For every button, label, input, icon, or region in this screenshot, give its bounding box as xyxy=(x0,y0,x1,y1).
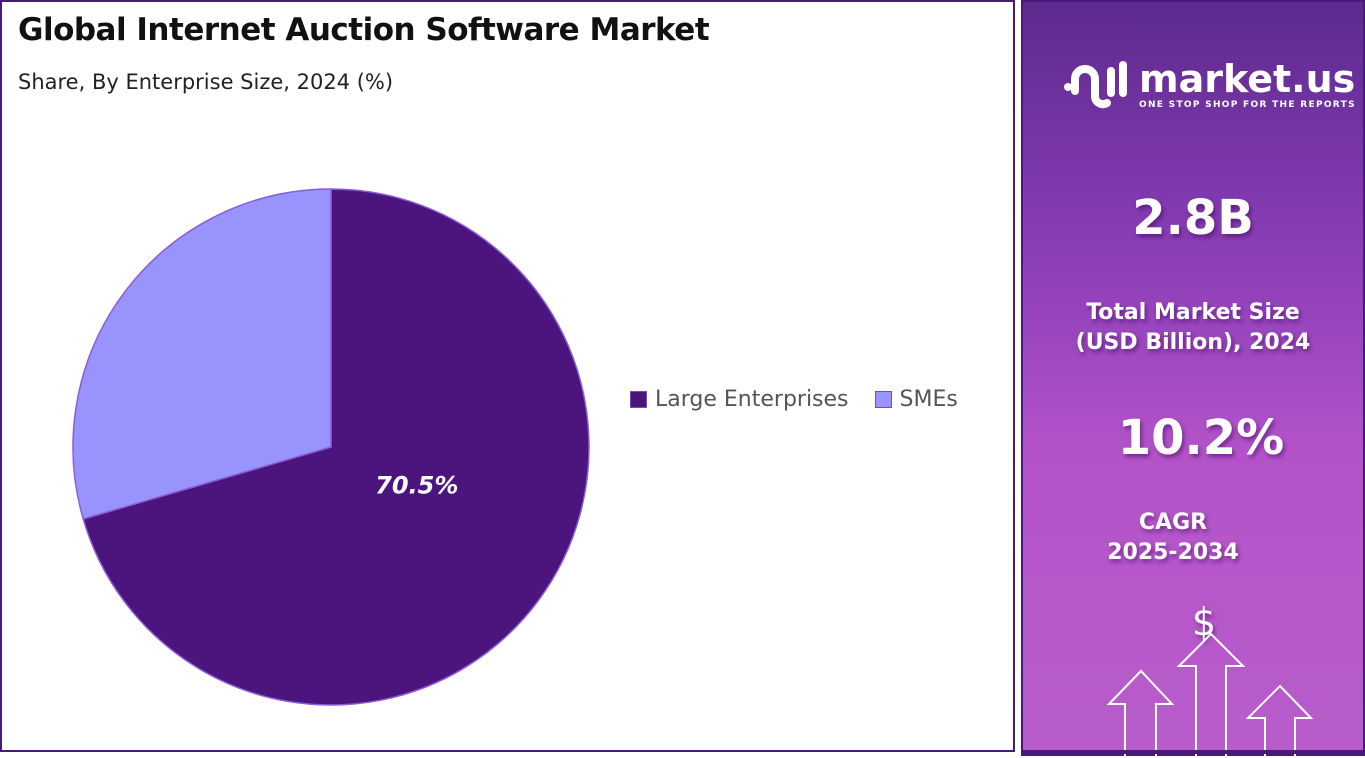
market-size-label-2: (USD Billion), 2024 xyxy=(1075,330,1311,355)
legend-label: SMEs xyxy=(899,387,958,412)
pie-chart: 70.5% xyxy=(72,188,590,706)
chart-panel: Global Internet Auction Software Market … xyxy=(0,0,1015,752)
legend: Large Enterprises SMEs xyxy=(630,387,984,412)
market-size-value: 2.8B xyxy=(1132,190,1254,246)
growth-arrows-icon xyxy=(1106,632,1314,758)
pie-slice-large-enterprises[interactable] xyxy=(82,188,590,706)
cagr-value: 10.2% xyxy=(1117,410,1285,466)
bottom-bar xyxy=(1023,750,1363,754)
chart-title: Global Internet Auction Software Market xyxy=(18,12,710,48)
legend-swatch xyxy=(874,391,892,408)
legend-item-smes[interactable]: SMEs xyxy=(874,387,958,412)
cagr-label: CAGR xyxy=(1138,510,1208,535)
legend-label: Large Enterprises xyxy=(655,387,849,412)
cagr-years: 2025-2034 xyxy=(1107,540,1239,565)
brand-tagline: ONE STOP SHOP FOR THE REPORTS xyxy=(1139,100,1356,110)
legend-swatch xyxy=(630,391,647,408)
legend-item-large-enterprises[interactable]: Large Enterprises xyxy=(630,387,849,412)
summary-panel: market.us ONE STOP SHOP FOR THE REPORTS … xyxy=(1021,0,1365,758)
data-label: 70.5% xyxy=(375,471,458,499)
dollar-icon: $ xyxy=(1191,600,1217,644)
logo-icon xyxy=(1064,61,1127,109)
pie-slice-smes[interactable] xyxy=(72,188,332,520)
market-size-label: Total Market Size xyxy=(1086,300,1300,325)
chart-subtitle: Share, By Enterprise Size, 2024 (%) xyxy=(18,70,394,94)
brand-name: market.us xyxy=(1139,57,1356,101)
market-us-logo: market.us ONE STOP SHOP FOR THE REPORTS xyxy=(1063,57,1356,113)
